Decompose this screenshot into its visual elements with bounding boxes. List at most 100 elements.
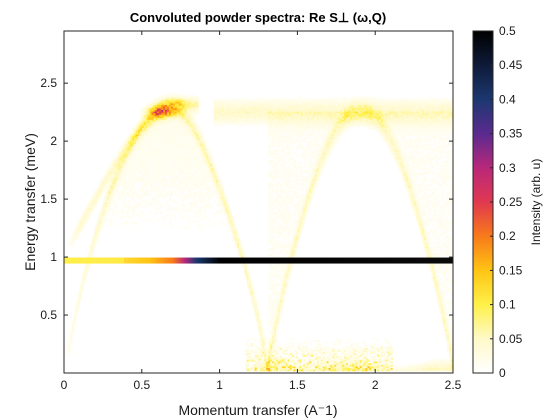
heatmap-cell (266, 122, 269, 125)
heatmap-cell (192, 133, 195, 136)
heatmap-cell (75, 237, 79, 240)
heatmap-cell (283, 278, 287, 281)
heatmap-cell (215, 180, 219, 183)
heatmap-cell (159, 159, 162, 162)
heatmap-cell (93, 235, 96, 239)
heatmap-cell (276, 169, 279, 172)
heatmap-cell (69, 339, 73, 343)
heatmap-cell (285, 167, 289, 171)
heatmap-cell (192, 182, 195, 185)
heatmap-cell (270, 151, 273, 154)
heatmap-cell (239, 98, 242, 101)
heatmap-cell (174, 99, 178, 102)
heatmap-cell (151, 187, 155, 190)
heatmap-cell (235, 240, 238, 244)
heatmap-cell (132, 140, 135, 143)
heatmap-cell (153, 167, 157, 171)
heatmap-cell (194, 130, 197, 133)
heatmap-cell (114, 158, 118, 161)
heatmap-cell (172, 96, 176, 99)
heatmap-cell (186, 138, 190, 141)
heatmap-cell (165, 171, 168, 174)
heatmap-cell (124, 180, 127, 183)
heatmap-cell (81, 291, 85, 294)
heatmap-cell (277, 135, 281, 138)
heatmap-cell (270, 331, 273, 334)
heatmap-cell (279, 300, 283, 304)
heatmap-cell (198, 141, 201, 145)
heatmap-cell (110, 175, 114, 179)
heatmap-cell (172, 127, 176, 130)
heatmap-cell (137, 149, 141, 153)
heatmap-cell (233, 122, 236, 125)
heatmap-cell (172, 158, 176, 161)
heatmap-cell (112, 166, 116, 169)
chart-title: Convoluted powder spectra: Re S⊥ (ω,Q) (130, 10, 386, 25)
heatmap-cell (176, 175, 180, 179)
heatmap-cell (192, 110, 195, 114)
heatmap-cell (204, 205, 207, 208)
plot-area: 0 0.5 1 1.5 2 2.5 0.511.522.5 (40, 30, 462, 392)
heatmap-cell (274, 336, 277, 339)
heatmap-cell (165, 182, 168, 185)
heatmap-cell (250, 289, 254, 292)
heatmap-cell (270, 185, 273, 188)
heatmap-cell (279, 166, 283, 169)
heatmap-cell (246, 283, 250, 286)
heatmap-cell (194, 156, 197, 159)
heatmap-cell (132, 161, 135, 164)
heatmap-cell (272, 317, 275, 320)
heatmap-cell (149, 125, 153, 128)
heatmap-cell (270, 242, 273, 245)
heatmap-cell (182, 141, 186, 145)
heatmap-cell (151, 148, 155, 151)
heatmap-cell (143, 122, 147, 125)
heatmap-cell (276, 205, 279, 208)
heatmap-cell (186, 226, 190, 229)
heatmap-cell (167, 143, 170, 146)
heatmap-cell (167, 164, 170, 167)
heatmap-cell (281, 287, 285, 291)
heatmap-cell (135, 158, 139, 161)
heatmap-cell (268, 237, 271, 240)
heatmap-cell (260, 349, 263, 352)
heatmap-cell (239, 252, 242, 255)
heatmap-cell (227, 117, 230, 120)
heatmap-cell (176, 101, 180, 104)
heatmap-cell (118, 169, 121, 172)
heatmap-cell (268, 312, 271, 315)
heatmap-cell (149, 182, 153, 185)
heatmap-cell (235, 99, 238, 102)
heatmap-cell (272, 266, 275, 270)
heatmap-cell (202, 174, 205, 177)
heatmap-cell (159, 132, 162, 135)
heatmap-cell (159, 145, 162, 148)
heatmap-cell (161, 153, 164, 156)
heatmap-cell (188, 175, 192, 179)
heatmap-cell (169, 132, 172, 135)
heatmap-cell (128, 133, 131, 136)
heatmap-cell (108, 218, 112, 221)
heatmap-cell (106, 180, 110, 183)
heatmap-cell (194, 164, 197, 167)
heatmap-cell (217, 187, 221, 190)
heatmap-cell (204, 192, 207, 195)
heatmap-cell (79, 229, 83, 232)
heatmap-cell (283, 364, 287, 367)
heatmap-cell (202, 158, 205, 161)
heatmap-intensity (64, 93, 453, 372)
heatmap-cell (272, 102, 275, 106)
heatmap-cell (248, 279, 252, 283)
heatmap-cell (239, 117, 242, 120)
heatmap-cell (205, 143, 209, 146)
heatmap-cell (227, 107, 230, 110)
heatmap-cell (270, 159, 273, 162)
heatmap-cell (258, 117, 262, 120)
heatmap-cell (102, 203, 106, 206)
heatmap-cell (134, 174, 137, 177)
heatmap-cell (270, 356, 273, 359)
heatmap-cell (209, 177, 213, 180)
heatmap-cell (132, 193, 135, 196)
heatmap-cell (155, 166, 158, 169)
heatmap-cell (102, 213, 106, 216)
